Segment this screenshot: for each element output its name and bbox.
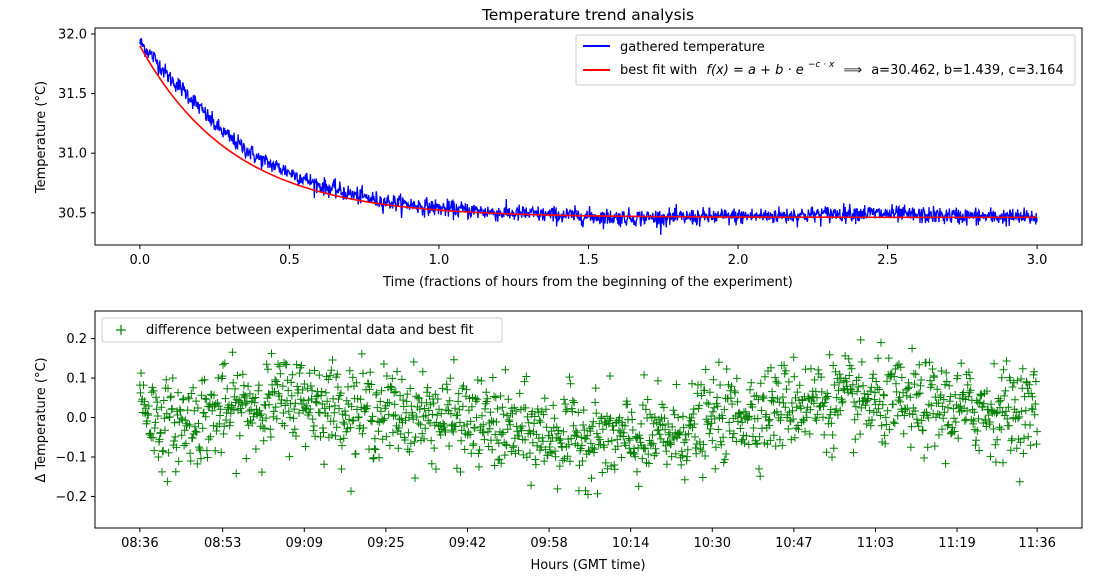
bottom-x-tick-label: 11:36 <box>1018 536 1055 551</box>
difference-scatter-markers <box>135 335 1042 499</box>
bottom-y-tick-label: 0.2 <box>66 332 87 347</box>
top-x-tick-label: 0.5 <box>279 253 300 268</box>
bottom-plot: 08:36 08:53 09:09 09:25 09:42 09:58 10:14 10:30… <box>34 310 1083 573</box>
bottom-x-tick-label: 08:36 <box>121 536 158 551</box>
top-legend-box <box>575 34 1076 86</box>
bottom-plot-frame <box>94 310 1083 529</box>
bottom-y-tick-label: 0.0 <box>66 411 87 426</box>
bottom-x-tick-label: 09:58 <box>530 536 567 551</box>
bottom-x-axis-label: Hours (GMT time) <box>530 558 645 573</box>
legend-best-fit-prefix: best fit with <box>620 63 697 78</box>
top-x-axis-label: Time (fractions of hours from the beginn… <box>382 275 793 290</box>
top-plot: 0.0 0.5 1.0 1.5 2.0 2.5 3.0 30.5 31.0 31.5 32.0 T… <box>34 27 1083 290</box>
top-x-tick-label: 3.0 <box>1027 253 1048 268</box>
bottom-x-tick-label: 09:42 <box>449 536 486 551</box>
legend-best-fit-exponent: −c · x <box>808 60 835 70</box>
top-legend: gathered temperature best fit with f(x) … <box>575 34 1076 86</box>
top-x-tick-label: 0.0 <box>130 253 151 268</box>
bottom-x-tick-label: 11:03 <box>857 536 894 551</box>
bottom-legend: difference between experimental data and… <box>101 317 503 343</box>
top-y-ticks: 30.5 31.0 31.5 32.0 <box>58 27 95 221</box>
best-fit-line <box>139 45 1038 219</box>
bottom-y-tick-label: −0.1 <box>55 450 87 465</box>
top-x-tick-label: 2.5 <box>877 253 898 268</box>
top-y-axis-label: Temperature (°C) <box>34 81 49 194</box>
legend-best-fit-formula: f(x) = a + b · e <box>706 63 803 78</box>
legend-best-fit-arrow: ⟹ <box>843 63 862 78</box>
bottom-y-axis-label: Δ Temperature (°C) <box>34 357 49 482</box>
top-x-ticks: 0.0 0.5 1.0 1.5 2.0 2.5 3.0 <box>130 245 1048 268</box>
legend-label-best-fit: best fit with f(x) = a + b · e −c · x ⟹ … <box>620 56 1064 78</box>
bottom-x-tick-label: 10:47 <box>775 536 812 551</box>
top-y-tick-label: 31.5 <box>58 87 87 102</box>
bottom-x-tick-label: 10:30 <box>694 536 731 551</box>
top-y-tick-label: 32.0 <box>58 27 87 42</box>
bottom-y-ticks: −0.2 −0.1 0.0 0.1 0.2 <box>55 332 95 505</box>
legend-label-difference: difference between experimental data and… <box>146 323 474 338</box>
top-y-tick-label: 31.0 <box>58 147 87 162</box>
bottom-y-tick-label: 0.1 <box>66 372 87 387</box>
bottom-x-tick-label: 09:09 <box>286 536 323 551</box>
bottom-data-layer <box>135 335 1042 499</box>
chart-title: Temperature trend analysis <box>481 6 694 24</box>
top-y-tick-label: 30.5 <box>58 206 87 221</box>
bottom-x-tick-label: 10:14 <box>612 536 649 551</box>
bottom-x-ticks: 08:36 08:53 09:09 09:25 09:42 09:58 10:14 10:30… <box>121 528 1056 551</box>
legend-best-fit-params: a=30.462, b=1.439, c=3.164 <box>871 63 1064 78</box>
top-x-tick-label: 1.5 <box>578 253 599 268</box>
top-data-layer <box>139 37 1038 235</box>
bottom-y-tick-label: −0.2 <box>55 490 87 505</box>
legend-marker-difference <box>116 325 126 335</box>
legend-label-gathered: gathered temperature <box>620 40 765 55</box>
bottom-x-tick-label: 11:19 <box>938 536 975 551</box>
bottom-legend-box <box>101 317 503 343</box>
bottom-x-tick-label: 09:25 <box>367 536 404 551</box>
top-x-tick-label: 1.0 <box>429 253 450 268</box>
top-x-tick-label: 2.0 <box>728 253 749 268</box>
bottom-x-tick-label: 08:53 <box>204 536 241 551</box>
